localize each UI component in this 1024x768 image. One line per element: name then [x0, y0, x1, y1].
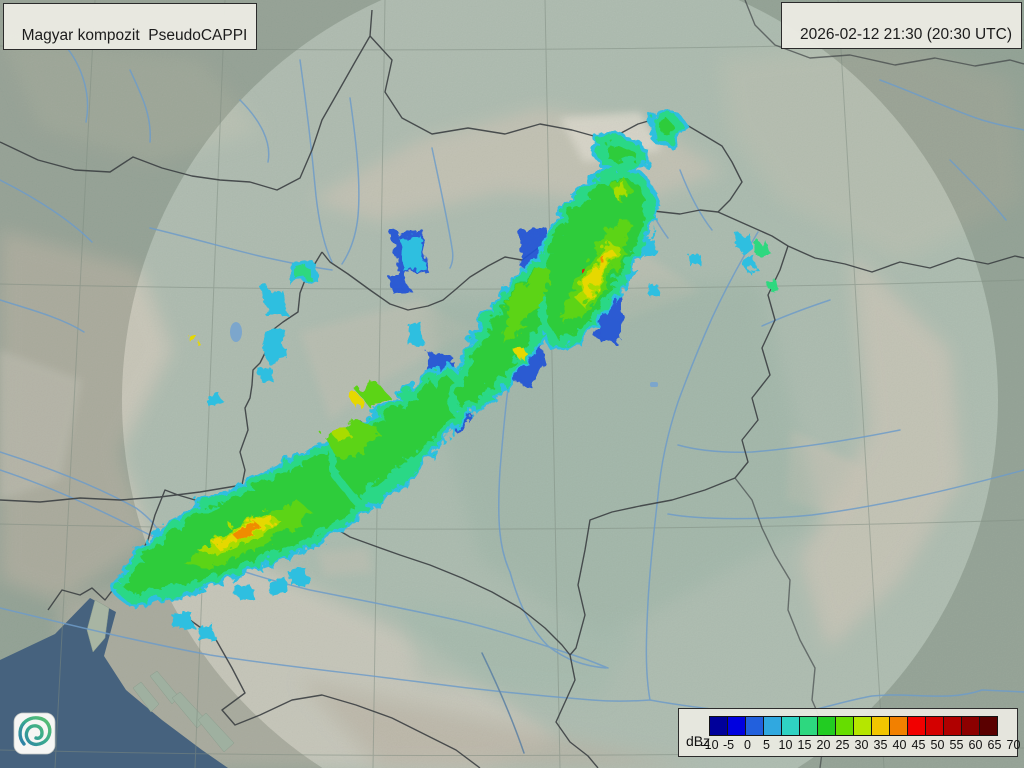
legend-swatch [871, 716, 890, 736]
legend-tick-label: 10 [778, 738, 793, 752]
legend-swatch [853, 716, 872, 736]
timestamp-label: 2026-02-12 21:30 (20:30 UTC) [800, 26, 1012, 43]
legend-swatch [763, 716, 782, 736]
radar-echoes [107, 107, 774, 638]
product-title-label: Magyar kompozit PseudoCAPPI [21, 27, 248, 44]
legend-tick-label: 50 [930, 738, 945, 752]
legend-tick-label: 40 [892, 738, 907, 752]
legend-swatch [727, 716, 746, 736]
legend-tick-label: 20 [816, 738, 831, 752]
legend-tick-label: -10 [700, 738, 719, 752]
legend-tick-label: 65 [987, 738, 1002, 752]
legend-swatch [745, 716, 764, 736]
product-title: Magyar kompozit PseudoCAPPI [3, 3, 258, 50]
legend-swatch [907, 716, 926, 736]
legend-tick-label: 55 [949, 738, 964, 752]
legend-tick-label: -5 [722, 738, 735, 752]
legend-tick-row: -10 -5 0 5 10 15 20 25 30 35 40 45 50 55 60 65 70 [700, 738, 1023, 752]
legend-swatch [943, 716, 962, 736]
echo-orange-cores [228, 255, 603, 536]
legend-unit-label: dBz [686, 733, 711, 749]
legend-swatch [925, 716, 944, 736]
legend-swatch [979, 716, 998, 736]
legend-tick-label: 45 [911, 738, 926, 752]
legend-swatch [781, 716, 800, 736]
dbz-legend: dBz -10 -5 0 5 10 15 20 25 30 35 40 45 50 55 60 65 70 [678, 708, 1020, 757]
legend-swatch-row [709, 716, 998, 736]
legend-tick-label: 35 [873, 738, 888, 752]
legend-swatch [817, 716, 836, 736]
legend-swatch [889, 716, 908, 736]
legend-tick-label: 0 [744, 738, 751, 752]
legend-swatch [799, 716, 818, 736]
legend-tick-label: 15 [797, 738, 812, 752]
spiral-icon [18, 716, 52, 747]
legend-swatch [709, 716, 728, 736]
legend-tick-label: 70 [1006, 738, 1021, 752]
echo-scattered-cells [168, 187, 756, 638]
legend-tick-label: 30 [854, 738, 869, 752]
legend-tick-label: 60 [968, 738, 983, 752]
legend-swatch [961, 716, 980, 736]
legend-swatch [835, 716, 854, 736]
lake-neusiedl [230, 322, 242, 342]
legend-tick-label: 5 [763, 738, 770, 752]
legend-tick-label: 25 [835, 738, 850, 752]
hungaromet-logo [13, 712, 56, 755]
timestamp: 2026-02-12 21:30 (20:30 UTC) [781, 2, 1022, 49]
